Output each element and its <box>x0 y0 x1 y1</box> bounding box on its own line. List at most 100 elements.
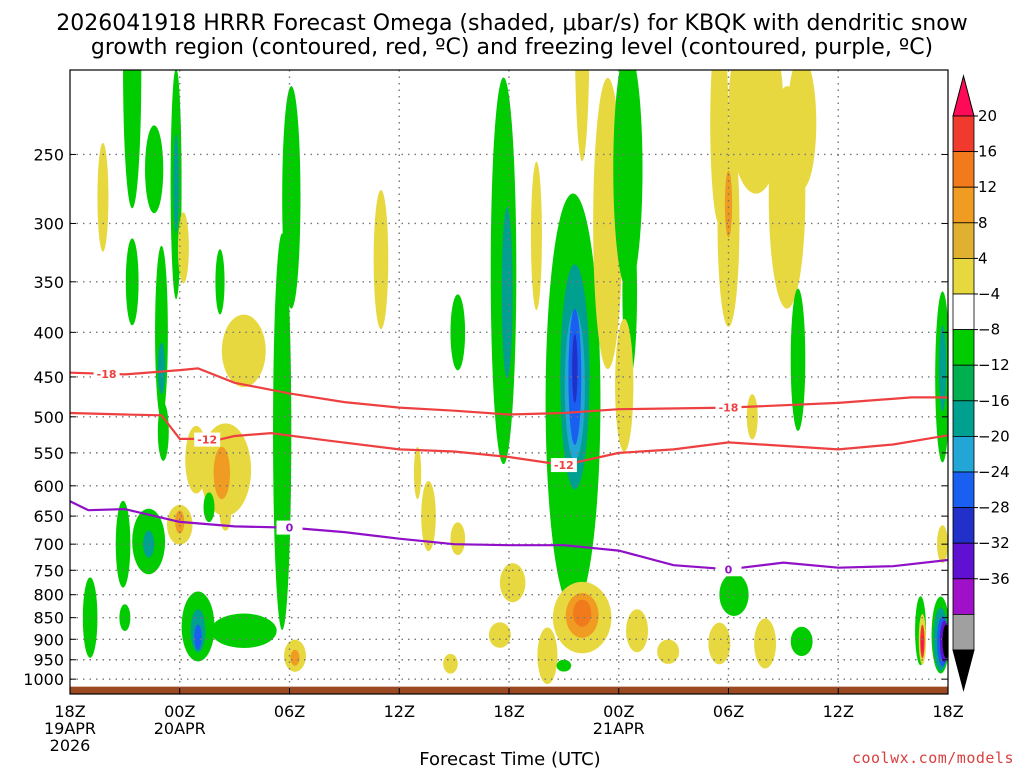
contour-label-bg-1-1 <box>550 458 577 473</box>
omega-cell-10 <box>177 212 189 284</box>
colorbar-swatch-2 <box>952 186 975 224</box>
x-tick-year-0: 2026 <box>50 736 91 755</box>
omega-cell-58 <box>573 599 592 627</box>
colorbar-bottom-arrow <box>952 649 975 692</box>
colorbar-swatch-0 <box>952 115 975 152</box>
omega-cell-12 <box>221 314 266 387</box>
omega-cell-68 <box>790 288 806 431</box>
y-tick-label-7: 600 <box>33 477 64 496</box>
x-tick-label-2: 06Z <box>274 702 305 721</box>
colorbar-label-13: −36 <box>978 570 1010 588</box>
contour-label-9-1: 0 <box>725 563 733 576</box>
contour-label-0-0: -18 <box>97 368 117 381</box>
y-tick-label-2: 350 <box>33 273 64 292</box>
colorbar-label-8: −16 <box>978 392 1010 410</box>
omega-cell-38 <box>443 653 458 674</box>
contour-label-bg-0-1 <box>715 400 742 415</box>
contour-label-0-1: -18 <box>719 402 739 415</box>
omega-cell-48 <box>572 333 578 403</box>
x-tick-date-0: 19APR <box>44 719 96 738</box>
omega-cell-42 <box>488 622 511 648</box>
temperature-contours: -18 -18 -12 -12 0 0 <box>70 366 948 577</box>
y-tick-label-11: 800 <box>33 586 64 605</box>
x-tick-date-5: 21APR <box>593 719 645 738</box>
omega-cell-85 <box>921 635 924 652</box>
contour-line-1 <box>70 411 948 467</box>
x-tick-label-0: 18Z <box>54 702 85 721</box>
y-tick-label-15: 1000 <box>23 670 64 689</box>
contour-label-1-0: -12 <box>197 434 217 447</box>
omega-cell-54 <box>615 318 634 452</box>
colorbar-swatch-1 <box>952 151 975 188</box>
x-tick-label-6: 06Z <box>713 702 744 721</box>
omega-cell-81 <box>942 624 948 659</box>
colorbar-label-12: −32 <box>978 534 1010 552</box>
colorbar-swatch-12 <box>952 542 975 580</box>
colorbar-label-5: −4 <box>978 285 1000 303</box>
y-tick-label-3: 400 <box>33 323 64 342</box>
contour-label-bg-0-0 <box>93 366 120 381</box>
colorbar-label-11: −28 <box>978 499 1010 517</box>
x-tick-date-1: 20APR <box>154 719 206 738</box>
y-tick-label-6: 550 <box>33 444 64 463</box>
omega-cell-28 <box>210 613 277 648</box>
y-tick-label-0: 250 <box>33 145 64 164</box>
omega-cell-59 <box>556 659 572 672</box>
colorbar-swatch-8 <box>952 400 975 437</box>
omega-cell-34 <box>413 446 422 500</box>
omega-cell-49 <box>562 494 584 583</box>
omega-cell-1 <box>125 70 139 207</box>
colorbar-label-7: −12 <box>978 356 1010 374</box>
y-tick-label-1: 300 <box>33 214 64 233</box>
omega-cell-30 <box>282 86 301 309</box>
y-tick-label-13: 900 <box>33 630 64 649</box>
chart-title-line1: 2026041918 HRRR Forecast Omega (shaded, … <box>56 11 967 36</box>
omega-cell-18 <box>203 492 215 523</box>
omega-cell-32 <box>290 649 300 666</box>
colorbar-label-10: −24 <box>978 463 1010 481</box>
omega-cell-72 <box>754 618 777 669</box>
colorbar-label-0: 20 <box>978 107 997 125</box>
colorbar-label-6: −8 <box>978 321 1000 339</box>
colorbar-label-4: 4 <box>978 249 988 267</box>
colorbar-swatch-6 <box>952 329 975 366</box>
omega-cell-9 <box>173 134 179 233</box>
omega-cell-75 <box>938 325 947 412</box>
omega-cell-24 <box>119 604 131 632</box>
omega-cell-33 <box>373 189 389 330</box>
colorbar-label-3: 8 <box>978 214 988 232</box>
x-tick-label-7: 12Z <box>823 702 854 721</box>
colorbar-label-1: 16 <box>978 143 997 161</box>
omega-cell-2 <box>125 238 139 326</box>
grid-lines <box>70 70 948 694</box>
omega-cell-37 <box>450 522 466 556</box>
omega-cell-52 <box>613 70 643 290</box>
omega-cell-4 <box>97 142 109 252</box>
y-tick-label-10: 750 <box>33 561 64 580</box>
contour-line-0 <box>70 367 948 416</box>
omega-cell-40 <box>501 206 513 379</box>
site-credit: coolwx.com/models <box>852 749 1014 767</box>
contour-label-bg-9-1 <box>715 562 742 577</box>
omega-cell-64 <box>724 170 733 238</box>
colorbar-label-9: −20 <box>978 427 1010 445</box>
x-tick-label-5: 00Z <box>603 702 634 721</box>
y-axis-ticks: 250 300 350 400 450 500 550 600 650 700 750 800 850 9… <box>23 145 948 689</box>
y-tick-label-8: 650 <box>33 507 64 526</box>
omega-cell-60 <box>626 609 649 653</box>
contour-line-9 <box>70 500 948 571</box>
colorbar-swatch-5 <box>952 293 975 330</box>
omega-cell-71 <box>708 622 731 665</box>
omega-cell-51 <box>575 70 590 162</box>
omega-cell-61 <box>657 639 680 664</box>
y-tick-label-4: 450 <box>33 368 64 387</box>
omega-cell-3 <box>144 125 164 214</box>
y-tick-label-9: 700 <box>33 535 64 554</box>
omega-cell-69 <box>746 394 758 440</box>
contour-label-1-1: -12 <box>554 459 574 472</box>
omega-cell-6 <box>157 402 169 461</box>
colorbar-top-arrow <box>952 74 975 117</box>
omega-cell-41 <box>499 563 526 603</box>
